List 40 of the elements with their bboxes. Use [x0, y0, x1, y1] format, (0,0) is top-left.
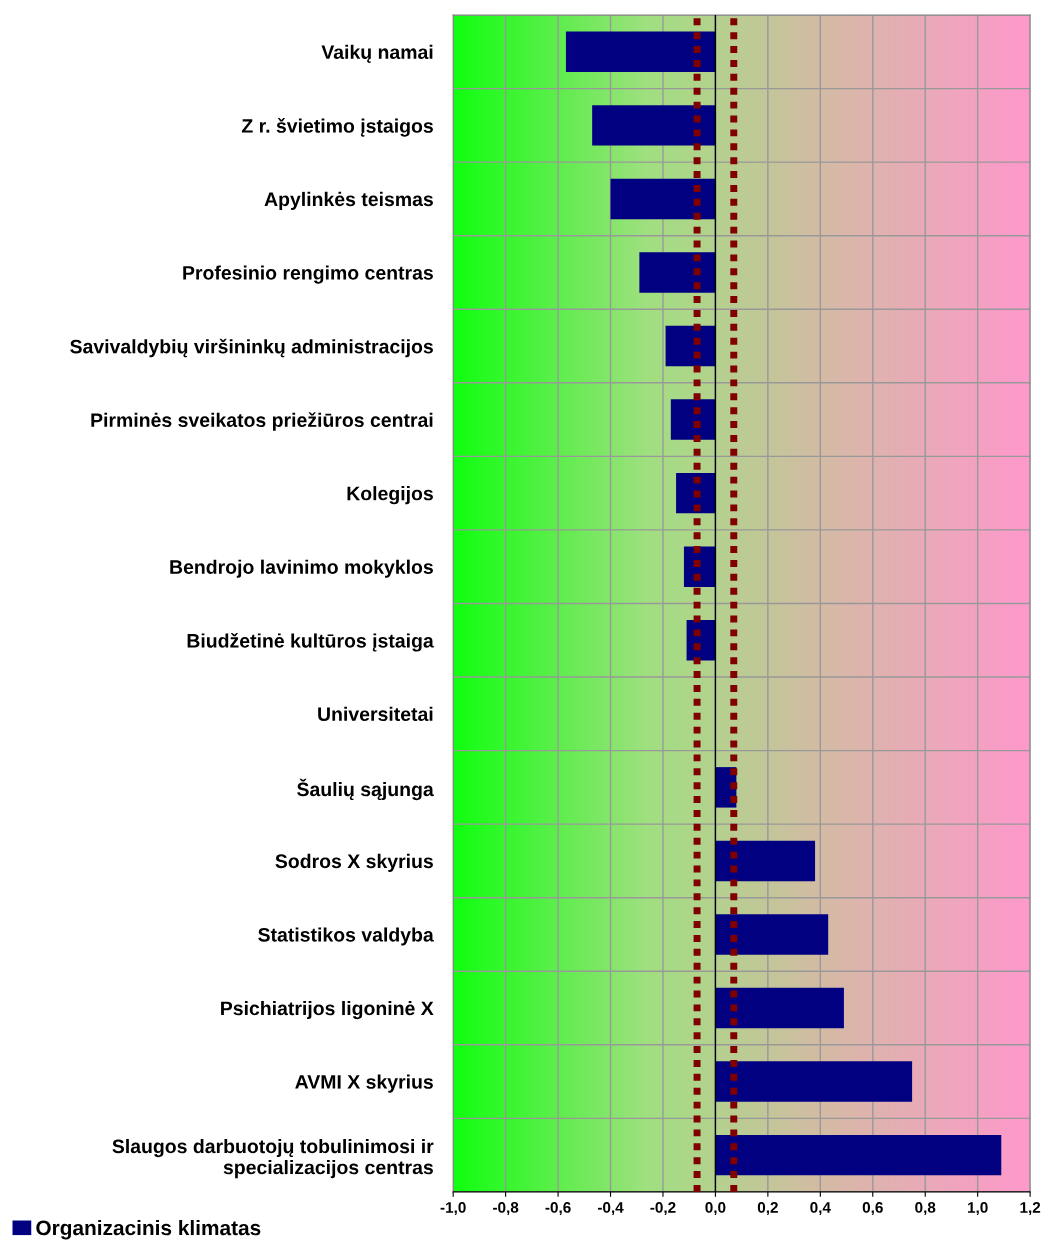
- y-tick-label: Psichiatrijos ligoninė X: [221, 1000, 434, 1020]
- legend-label: Organizacinis klimatas: [36, 1219, 261, 1240]
- bar: [715, 987, 844, 1029]
- bar: [592, 105, 716, 146]
- y-tick-label: Sodros X skyrius: [275, 853, 433, 872]
- x-tick-label: 0,6: [862, 1202, 883, 1216]
- bar: [715, 840, 816, 882]
- x-tick-label: -0,8: [493, 1202, 519, 1216]
- y-tick-label: Šaulių sąjunga: [297, 778, 434, 801]
- bar: [565, 31, 716, 73]
- x-tick-label: 0,4: [810, 1202, 831, 1216]
- y-tick-label: Apylinkės teismas: [264, 191, 433, 210]
- y-tick-label: Biudžetinė kultūros įstaiga: [187, 632, 434, 652]
- bar: [665, 325, 716, 367]
- x-tick-label: 1,0: [968, 1202, 988, 1216]
- x-tick-label: -1,0: [440, 1202, 466, 1216]
- y-tick-label: Profesinio rengimo centras: [183, 265, 433, 284]
- y-tick-label: Vaikų namai: [321, 44, 433, 63]
- x-tick-label: -0,4: [597, 1202, 624, 1216]
- x-tick-label: 0,2: [757, 1202, 778, 1216]
- x-tick-label: -0,6: [545, 1202, 571, 1216]
- y-tick-label: Statistikos valdyba: [258, 927, 434, 946]
- bar: [715, 914, 829, 955]
- x-tick-label: 1,2: [1020, 1202, 1041, 1216]
- x-tick-label: 0,0: [705, 1202, 726, 1216]
- y-tick-label: Z r. švietimo įstaigos: [241, 118, 433, 137]
- y-tick-label: Bendrojo lavinimo mokyklos: [170, 559, 433, 578]
- y-tick-label: Savivaldybių viršininkų administracijos: [70, 338, 433, 358]
- bar: [610, 178, 716, 220]
- y-tick-label: Kolegijos: [347, 486, 433, 505]
- y-tick-label: AVMI X skyrius: [295, 1074, 433, 1093]
- y-tick-label: Universitetai: [318, 706, 433, 722]
- y-tick-label: Pirminės sveikatos priežiūros centrai: [91, 412, 433, 431]
- bar: [715, 1134, 1002, 1176]
- bar: [670, 399, 716, 440]
- y-tick-label: Slaugos darbuotojų tobulinimosi ir specializacijos centras: [112, 1138, 434, 1179]
- x-tick-label: 0,8: [915, 1202, 936, 1216]
- x-tick-label: -0,2: [650, 1202, 676, 1216]
- bar: [639, 252, 716, 293]
- bar: [715, 1061, 913, 1102]
